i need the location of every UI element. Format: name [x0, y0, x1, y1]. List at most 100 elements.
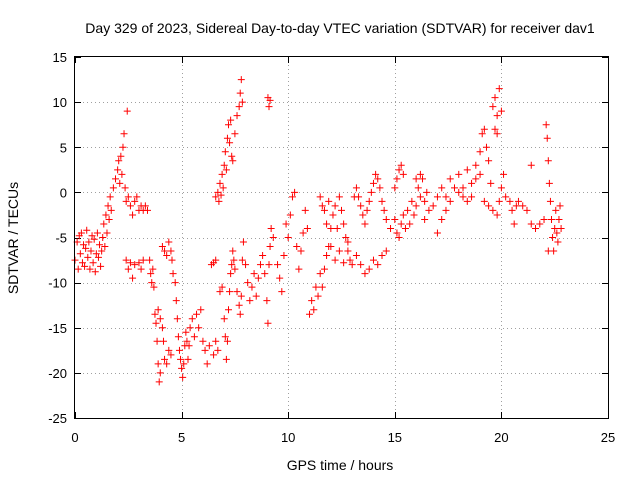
data-point: [201, 346, 209, 354]
data-point: [329, 211, 337, 219]
data-point: [214, 346, 222, 354]
data-point: [348, 261, 356, 269]
data-point: [218, 283, 226, 291]
data-point: [83, 226, 91, 234]
data-point: [165, 346, 173, 354]
data-point: [178, 364, 186, 372]
data-point: [472, 175, 480, 183]
data-point: [438, 184, 446, 192]
data-point: [124, 265, 132, 273]
data-point: [276, 274, 284, 282]
data-point: [236, 89, 244, 97]
data-point: [378, 197, 386, 205]
data-point: [308, 297, 316, 305]
data-point: [554, 238, 562, 246]
data-point: [233, 288, 241, 296]
data-point: [88, 232, 96, 240]
data-point: [263, 297, 271, 305]
plot-frame: [74, 56, 609, 419]
data-point: [148, 279, 156, 287]
data-point: [86, 265, 94, 273]
data-point: [527, 161, 535, 169]
data-point: [161, 247, 169, 255]
data-point: [84, 253, 92, 261]
data-point: [510, 220, 518, 228]
data-point: [231, 130, 239, 138]
data-point: [365, 197, 373, 205]
data-point: [165, 238, 173, 246]
data-point: [399, 170, 407, 178]
data-point: [87, 247, 95, 255]
data-point: [455, 170, 463, 178]
data-point: [269, 234, 277, 241]
data-point: [244, 279, 252, 287]
data-point: [282, 220, 290, 228]
data-point: [342, 234, 350, 241]
data-point: [416, 193, 424, 201]
data-point: [149, 265, 157, 273]
data-point: [493, 112, 501, 120]
data-point: [126, 259, 134, 267]
data-point: [472, 161, 480, 169]
data-point: [78, 259, 86, 267]
data-point: [369, 256, 377, 264]
data-point: [459, 184, 467, 192]
data-point: [152, 319, 160, 327]
y-tick-label: 0: [60, 185, 67, 200]
y-tick-label: -25: [48, 411, 67, 426]
data-point: [100, 220, 108, 228]
data-point: [112, 175, 120, 183]
grid: [75, 57, 608, 418]
data-point: [233, 112, 241, 120]
data-point: [167, 351, 175, 359]
data-point: [91, 268, 99, 276]
data-point: [548, 215, 556, 223]
data-point: [291, 188, 299, 196]
data-point: [357, 261, 365, 269]
data-point: [172, 297, 180, 305]
y-tick-label: 5: [60, 140, 67, 155]
x-tick-label: 0: [71, 430, 78, 445]
data-point: [123, 107, 131, 115]
data-point: [543, 134, 551, 142]
data-point: [301, 206, 309, 214]
data-point: [542, 121, 550, 129]
data-point: [156, 369, 164, 377]
data-point: [493, 130, 501, 138]
data-point: [323, 220, 331, 228]
data-point: [226, 288, 234, 296]
data-point: [325, 197, 333, 205]
data-point: [476, 148, 484, 156]
data-point: [463, 197, 471, 205]
data-point: [96, 241, 104, 249]
data-point: [553, 229, 561, 237]
data-point: [485, 202, 493, 210]
data-point: [259, 252, 267, 260]
data-point: [223, 134, 231, 142]
data-point: [129, 274, 137, 282]
data-point: [295, 265, 303, 273]
data-point: [195, 324, 203, 332]
data-point: [406, 220, 414, 228]
data-point: [250, 270, 258, 278]
data-point: [442, 206, 450, 214]
data-point: [180, 360, 188, 368]
data-point: [231, 265, 239, 273]
data-point: [274, 261, 282, 269]
data-point: [297, 247, 305, 255]
data-point: [468, 179, 476, 187]
y-tick-label: 15: [53, 50, 67, 65]
data-point: [446, 197, 454, 205]
data-point: [92, 250, 100, 258]
data-point: [205, 342, 213, 350]
data-point: [261, 270, 269, 278]
data-point: [555, 215, 563, 223]
data-point: [551, 224, 559, 232]
data-point: [188, 315, 196, 323]
data-point: [137, 265, 145, 273]
data-point: [104, 202, 112, 210]
data-point: [455, 188, 463, 196]
data-point: [536, 220, 544, 228]
data-point: [376, 184, 384, 192]
data-point: [76, 250, 84, 258]
